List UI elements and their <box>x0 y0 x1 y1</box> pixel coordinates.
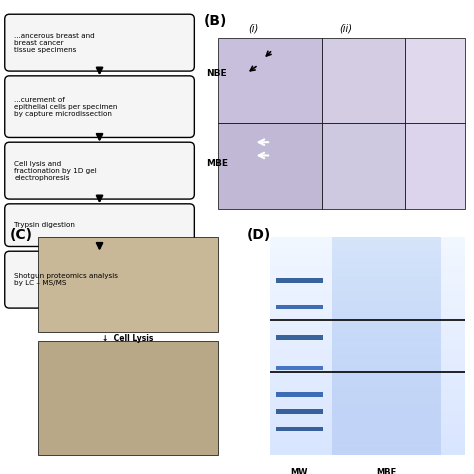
Bar <box>276 305 323 310</box>
Bar <box>276 365 323 371</box>
Text: (i): (i) <box>248 24 259 34</box>
Text: (B): (B) <box>204 14 227 28</box>
Text: (ii): (ii) <box>339 24 353 34</box>
Bar <box>405 123 465 209</box>
Bar <box>218 123 321 209</box>
FancyBboxPatch shape <box>5 76 194 137</box>
FancyBboxPatch shape <box>5 14 194 71</box>
Text: ...ancerous breast and
breast cancer
tissue specimens: ...ancerous breast and breast cancer tis… <box>14 33 95 53</box>
Text: MW: MW <box>291 468 308 474</box>
Bar <box>276 427 323 431</box>
FancyBboxPatch shape <box>5 204 194 246</box>
Bar <box>321 38 405 123</box>
Text: MBE: MBE <box>206 159 228 168</box>
Text: ↓  Cell Lysis: ↓ Cell Lysis <box>102 334 154 343</box>
Text: Shotgun proteomics analysis
by LC – MS/MS: Shotgun proteomics analysis by LC – MS/M… <box>14 273 118 286</box>
Bar <box>276 392 323 397</box>
Bar <box>276 409 323 414</box>
FancyBboxPatch shape <box>5 142 194 199</box>
Text: ...curement of
epithelial cells per specimen
by capture microdissection: ...curement of epithelial cells per spec… <box>14 97 118 117</box>
Text: (D): (D) <box>246 228 271 242</box>
Text: (C): (C) <box>9 228 33 242</box>
Bar <box>276 335 323 340</box>
Text: MBE: MBE <box>377 468 397 474</box>
Bar <box>38 237 218 332</box>
Text: Cell lysis and
fractionation by 1D gel
electrophoresis: Cell lysis and fractionation by 1D gel e… <box>14 161 97 181</box>
Bar <box>38 341 218 455</box>
Bar <box>405 38 465 123</box>
Bar <box>218 38 321 123</box>
Text: Trypsin digestion: Trypsin digestion <box>14 222 75 228</box>
Bar <box>276 278 323 283</box>
Text: NBE: NBE <box>206 69 227 78</box>
Bar <box>321 123 405 209</box>
FancyBboxPatch shape <box>5 251 194 308</box>
